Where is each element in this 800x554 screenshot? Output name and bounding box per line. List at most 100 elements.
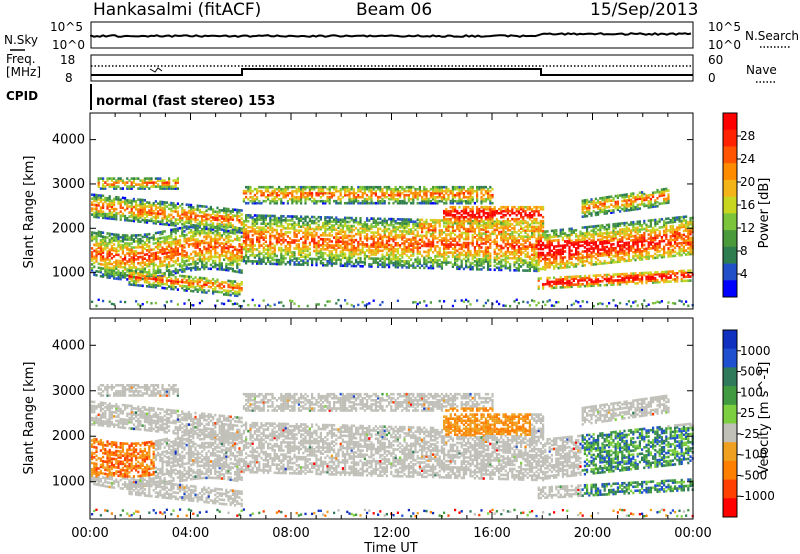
power-cell <box>245 243 248 247</box>
power-cell <box>95 270 98 273</box>
power-cell <box>326 264 329 267</box>
power-cell <box>152 185 155 188</box>
power-cell <box>139 241 142 245</box>
power-cell <box>212 265 215 269</box>
power-cell <box>491 232 494 236</box>
power-cell <box>487 219 490 223</box>
power-cell <box>260 228 263 231</box>
power-cell <box>143 261 146 264</box>
power-cell <box>337 246 340 249</box>
power-cell <box>366 243 369 246</box>
power-cell <box>295 201 298 205</box>
power-cell <box>447 251 450 254</box>
power-cell <box>282 195 285 199</box>
power-cell <box>390 197 393 201</box>
power-cell <box>110 240 113 244</box>
power-cell <box>95 215 98 219</box>
power-cell <box>493 213 496 217</box>
power-cell <box>137 280 140 283</box>
power-cell <box>126 185 129 188</box>
power-cell <box>258 218 261 221</box>
power-cell <box>242 225 245 229</box>
power-cell <box>484 205 487 209</box>
power-cell <box>399 201 402 205</box>
power-cell <box>443 257 446 260</box>
power-cell <box>258 216 261 219</box>
power-cell <box>467 233 470 237</box>
power-cell <box>357 193 360 197</box>
power-cell <box>509 233 512 236</box>
power-cell <box>326 197 329 201</box>
power-cell <box>95 234 98 237</box>
power-cell <box>333 224 336 227</box>
power-cell <box>154 255 157 259</box>
power-cell <box>462 300 465 303</box>
power-cell <box>190 289 193 293</box>
power-cell <box>445 209 448 213</box>
power-cell <box>201 265 204 269</box>
power-cell <box>469 227 472 231</box>
power-cell <box>425 254 428 258</box>
power-cell <box>264 236 267 240</box>
power-cell <box>108 252 111 256</box>
power-cell <box>458 221 461 225</box>
power-cell <box>284 239 287 242</box>
power-cell <box>203 263 206 267</box>
power-cell <box>513 225 516 228</box>
power-cell <box>449 241 452 244</box>
power-cell <box>319 233 322 237</box>
power-cell <box>379 249 382 253</box>
power-cell <box>113 177 116 180</box>
power-cell <box>304 215 307 219</box>
power-cell <box>337 244 340 247</box>
power-cell <box>317 257 320 261</box>
power-cell <box>487 264 490 267</box>
power-cell <box>451 239 454 242</box>
power-cell <box>513 235 516 238</box>
power-cell <box>119 179 122 182</box>
power-cell <box>256 189 259 193</box>
power-cell <box>482 262 485 265</box>
power-cell <box>286 251 289 254</box>
power-cell <box>150 236 153 240</box>
power-cell <box>363 199 366 203</box>
power-cell <box>124 266 127 269</box>
power-cell <box>194 242 197 245</box>
power-cell <box>130 215 133 219</box>
power-cell <box>471 237 474 241</box>
power-cell <box>462 245 465 249</box>
power-cell <box>436 187 439 191</box>
power-cell <box>154 181 157 184</box>
power-cell <box>462 221 465 225</box>
power-cell <box>445 253 448 256</box>
power-cell <box>471 239 474 243</box>
power-cell <box>264 199 267 203</box>
power-cell <box>227 219 230 223</box>
power-cell <box>146 233 149 236</box>
power-cell <box>185 233 188 237</box>
power-cell <box>447 243 450 246</box>
power-cell <box>284 217 287 220</box>
power-cell <box>245 253 248 257</box>
power-cell <box>148 203 151 206</box>
power-cell <box>214 210 217 213</box>
power-cell <box>341 242 344 246</box>
power-cell <box>93 195 96 199</box>
power-cell <box>293 257 296 260</box>
power-cell <box>143 179 146 182</box>
power-cell <box>95 304 98 308</box>
power-cell <box>258 258 261 261</box>
power-cell <box>416 244 419 248</box>
power-cell <box>379 221 382 225</box>
power-cell <box>150 248 153 252</box>
power-cell <box>269 248 272 252</box>
power-cell <box>181 216 184 220</box>
power-cell <box>346 193 349 197</box>
power-cell <box>414 224 417 228</box>
power-cell <box>273 222 276 226</box>
power-cell <box>216 290 219 294</box>
power-cell <box>137 256 140 259</box>
power-cell <box>194 224 197 227</box>
power-cell <box>328 256 331 259</box>
power-cell <box>357 195 360 199</box>
